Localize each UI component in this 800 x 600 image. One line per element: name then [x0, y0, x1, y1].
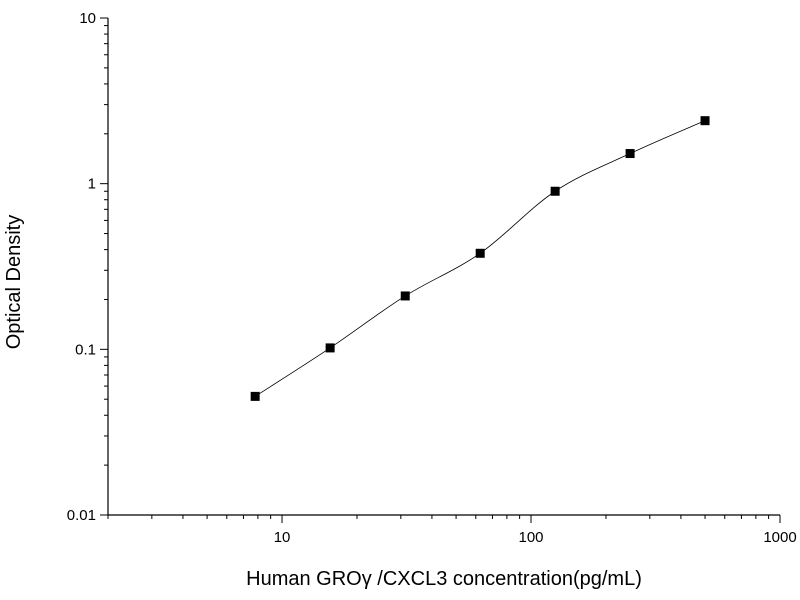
x-tick-label: 10 — [274, 529, 291, 546]
y-axis-title: Optical Density — [3, 215, 25, 350]
data-point — [400, 291, 410, 301]
data-point — [625, 149, 635, 159]
data-point — [700, 116, 710, 126]
x-tick-label: 1000 — [763, 529, 796, 546]
x-axis-title: Human GROγ /CXCL3 concentration(pg/mL) — [246, 568, 642, 590]
data-point — [550, 186, 560, 196]
data-point — [325, 343, 335, 353]
x-tick-label: 100 — [519, 529, 544, 546]
data-point — [475, 248, 485, 258]
chart-axes — [107, 18, 780, 516]
data-points — [250, 116, 710, 401]
y-tick-label: 1 — [88, 176, 96, 193]
y-tick-label: 0.1 — [75, 341, 96, 358]
y-tick-label: 10 — [79, 10, 96, 27]
fit-curve — [254, 120, 706, 397]
data-point — [250, 391, 260, 401]
y-tick-label: 0.01 — [67, 507, 96, 524]
chart-ticks: 10 100 1000 0.01 0.1 1 10 — [67, 10, 797, 546]
